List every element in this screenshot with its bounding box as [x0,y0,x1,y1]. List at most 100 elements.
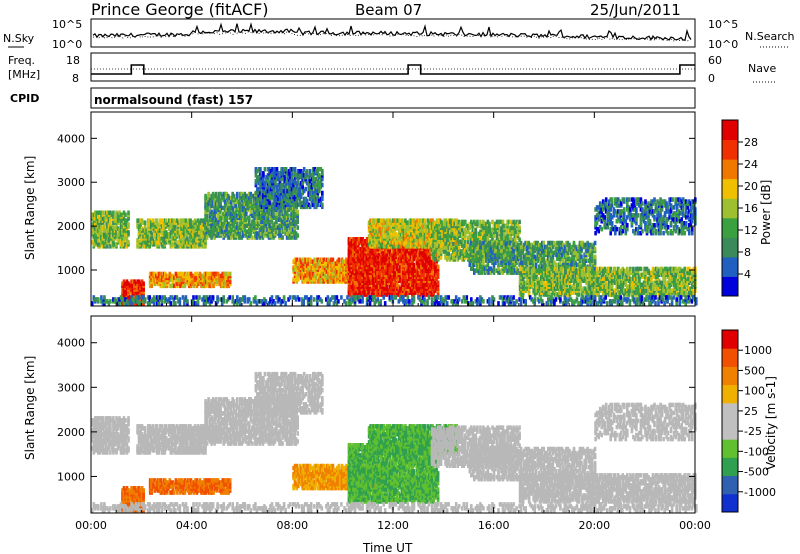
power-cell [94,234,97,239]
power-cell [408,226,412,231]
power-cell [263,215,266,220]
power-cell [122,283,126,288]
power-cell [279,217,283,222]
power-cell [226,221,230,226]
power-cell [257,167,261,172]
power-cell [211,211,215,217]
power-cell [116,212,120,217]
power-cell [369,218,372,223]
power-cell [214,221,218,226]
power-cell [387,218,391,223]
power-cell [92,238,96,243]
power-cell [386,232,389,237]
power-cell [243,191,247,197]
power-cell [411,234,415,239]
power-cell [95,240,99,245]
power-cell [121,224,124,229]
power-cell [203,283,206,289]
power-cell [204,209,207,215]
power-cell [231,227,234,232]
power-cell [266,192,270,198]
power-cell [159,236,162,241]
power-cell [379,242,383,247]
power-cell [382,258,385,264]
power-cell [393,270,396,276]
power-cell [237,211,241,217]
power-cell [378,226,381,231]
power-cell [288,223,292,228]
power-cell [136,222,139,227]
power-cell [245,233,248,238]
power-cell [299,200,303,206]
power-cell [302,176,306,182]
power-cell [136,218,139,223]
power-cell [284,209,287,215]
power-cell [112,214,115,219]
power-cell [170,273,173,279]
power-cell [404,224,407,229]
power-cell [402,254,405,260]
power-cell [264,227,268,232]
power-cell [305,271,309,276]
power-cell [199,240,203,245]
power-cell [272,204,276,210]
power-cell [198,271,202,277]
power-cell [399,236,403,241]
power-cell [137,224,141,229]
power-cell [119,212,123,217]
power-cell [202,218,206,223]
power-cell [325,275,329,280]
nave-label: Nave [748,62,776,75]
power-cell [319,167,323,172]
power-cell [423,218,427,223]
power-cell [413,232,416,237]
power-cell [389,230,392,235]
power-cell [290,167,294,172]
power-cell [453,218,457,223]
power-cell [109,244,112,249]
power-cell [347,264,351,270]
power-cell [310,173,314,178]
power-cell [301,171,304,176]
power-cell [242,225,245,230]
power-cell [274,192,277,198]
power-cell [178,230,182,235]
power-cell [276,225,280,230]
power-cell [257,198,261,204]
power-cell [269,169,273,174]
power-cell [291,209,295,215]
power-cell [130,279,133,284]
power-cell [178,238,182,243]
power-cell [421,252,425,258]
power-cell [98,216,102,221]
power-cell [364,239,367,244]
power-cell [353,288,357,293]
power-cell [152,240,156,245]
power-cell [424,272,428,278]
power-cell [322,257,326,262]
power-cell [406,268,410,274]
power-cell [186,232,189,237]
power-cell [435,252,438,258]
power-cell [168,283,172,289]
power-cell [347,246,351,252]
power-cell [190,224,194,229]
power-cell [426,218,430,223]
power-cell [400,280,404,285]
power-cell [246,215,250,220]
power-cell [205,221,209,226]
power-cell [416,238,419,243]
power-cell [436,264,440,270]
power-cell [428,220,431,225]
power-cell [298,200,301,206]
power-cell [358,252,361,258]
power-cell [155,222,159,227]
power-cell [321,273,324,278]
power-cell [397,246,401,252]
power-cell [112,210,115,215]
power-cell [257,231,260,236]
power-cell [171,283,175,289]
power-cell [274,204,277,210]
power-cell [420,278,423,283]
power-cell [175,218,179,223]
